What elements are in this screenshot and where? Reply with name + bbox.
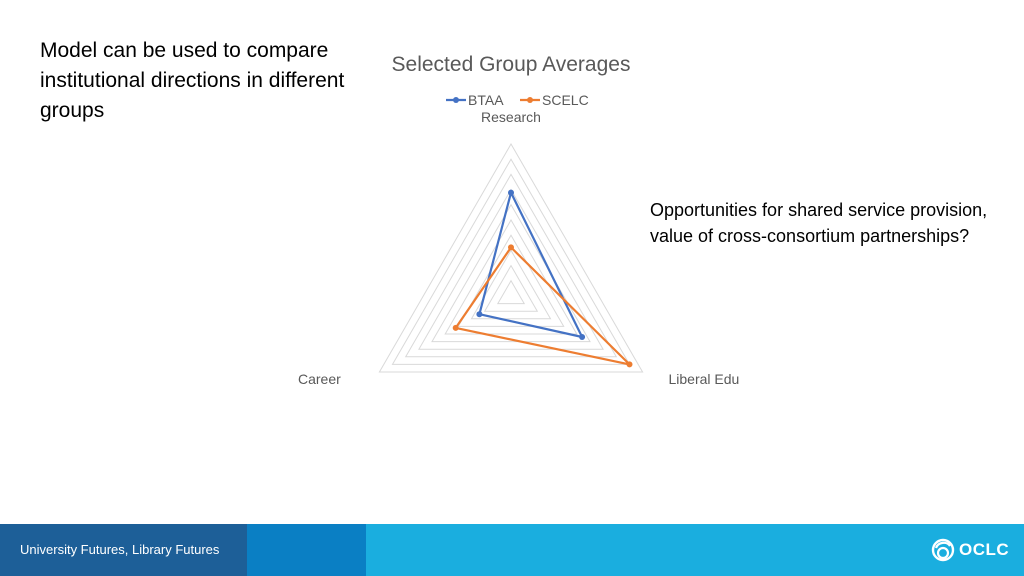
legend-label-btaa: BTAA [468, 92, 504, 108]
series-line-scelc [454, 246, 631, 366]
grid-ring [378, 142, 644, 373]
grid-ring [483, 264, 539, 312]
footer-segment-light [366, 524, 1024, 576]
grid-ring [457, 234, 565, 327]
footer-segment-mid [247, 524, 366, 576]
grid-ring [470, 249, 552, 320]
axis-labels: Research Liberal Education Career [298, 109, 740, 387]
slide-heading: Model can be used to compare institution… [40, 39, 345, 122]
data-point-btaa [508, 189, 514, 196]
footer-text: University Futures, Library Futures [20, 542, 220, 557]
oclc-logo: OCLC [930, 538, 1009, 562]
data-point-btaa [476, 311, 483, 318]
radar-chart: Selected Group Averages BTAA SCELC Resear… [298, 53, 740, 387]
chart-title: Selected Group Averages [392, 53, 631, 76]
grid-ring [496, 279, 526, 305]
slide-note: Opportunities for shared service provisi… [650, 200, 988, 246]
footer-bar: University Futures, Library Futures OCLC [0, 524, 1024, 576]
oclc-logo-text: OCLC [959, 540, 1010, 559]
legend-marker-btaa [453, 97, 459, 103]
oclc-logo-icon [931, 538, 955, 562]
data-point-scelc [452, 324, 459, 331]
legend-label-scelc: SCELC [542, 92, 589, 108]
grid-ring [404, 173, 618, 358]
grid-ring [418, 188, 604, 350]
grid-ring [444, 218, 578, 335]
grid-ring [391, 158, 631, 365]
data-point-scelc [508, 244, 514, 251]
footer-segment-dark [0, 524, 247, 576]
axis-label-research: Research [481, 109, 541, 125]
axis-label-liberal-education: Liberal Education [669, 371, 740, 387]
data-point-btaa [579, 334, 586, 340]
chart-legend: BTAA SCELC [446, 92, 589, 108]
axis-label-career: Career [298, 371, 341, 387]
data-point-scelc [626, 361, 633, 368]
legend-marker-scelc [527, 97, 533, 103]
radar-series [452, 189, 633, 368]
series-line-btaa [478, 191, 584, 339]
